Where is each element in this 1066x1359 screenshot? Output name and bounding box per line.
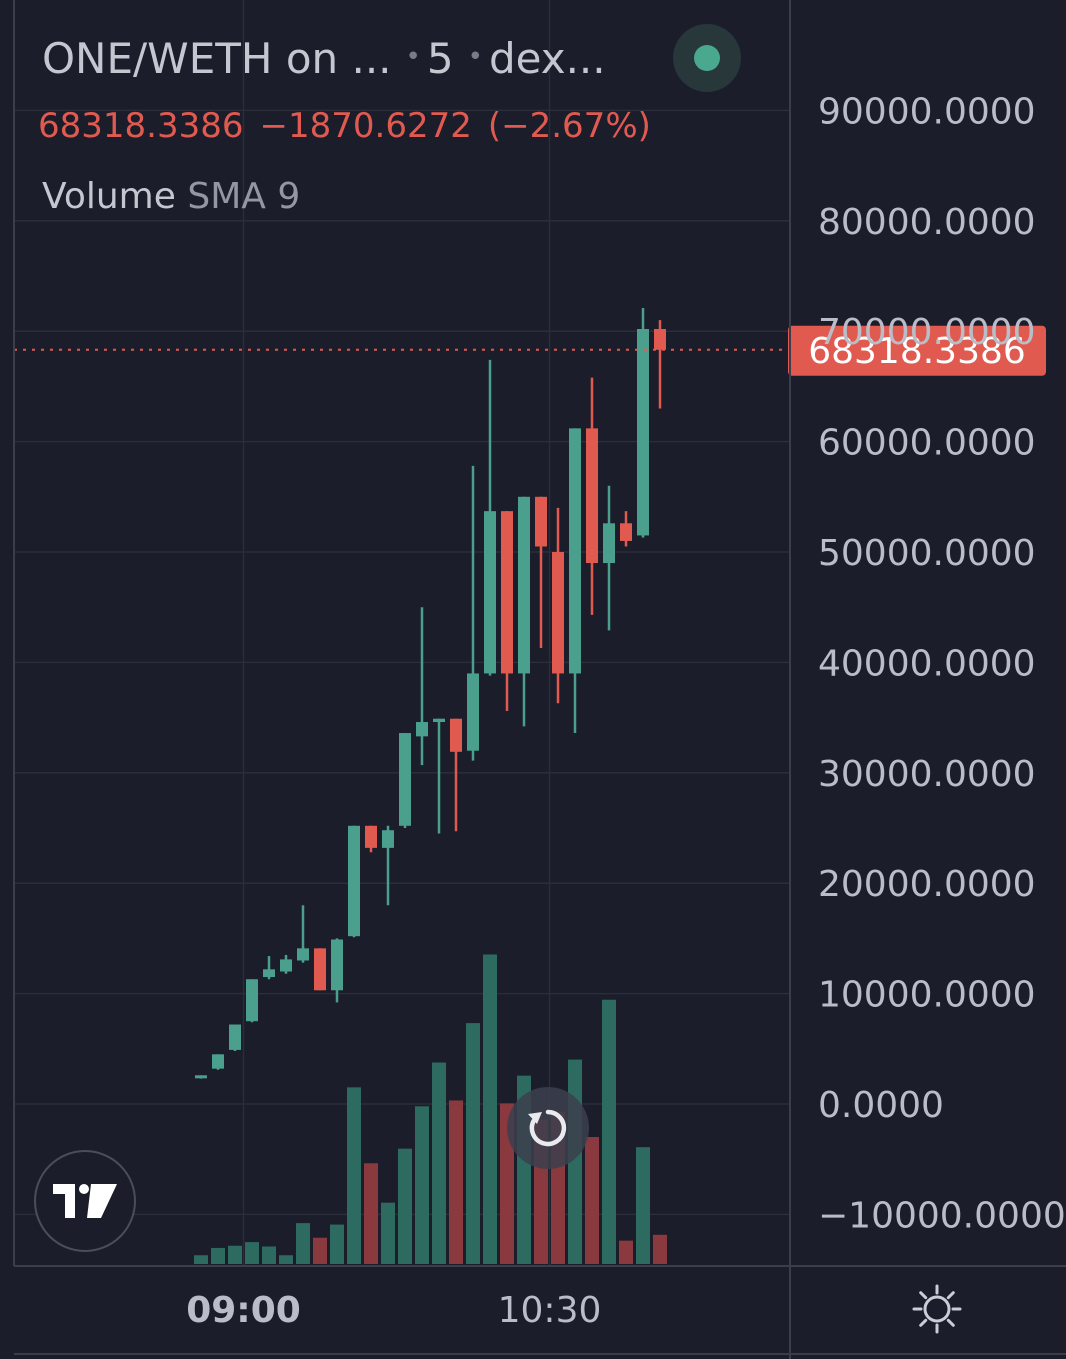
candle-body [280,959,292,972]
price-tick-label: 30000.0000 [818,754,1036,795]
volume-bar [296,1223,310,1264]
volume-bar [619,1240,633,1264]
volume-bar [602,999,616,1264]
volume-bar [364,1163,378,1264]
candle-body [569,428,581,674]
candle-body [518,496,530,674]
tradingview-logo[interactable] [34,1150,136,1252]
volume-legend[interactable]: Volume SMA 9 [42,176,300,217]
price-change: −1870.6272 [259,106,472,146]
tradingview-logo-icon [53,1184,117,1218]
price-tick-label: −10000.0000 [818,1195,1066,1236]
volume-bar [449,1100,463,1264]
candle-body [637,328,649,536]
last-price-tag [788,325,1046,376]
volume-bar [313,1237,327,1264]
price-tick-label: 60000.0000 [818,423,1036,464]
candle-body [552,552,564,674]
volume-label: Volume [42,176,176,217]
candle-body [212,1054,224,1069]
last-price-tag-label: 68318.3386 [808,331,1026,372]
candle-body [603,523,615,564]
candle-body [314,948,326,991]
candle-body [399,733,411,826]
volume-bars [194,954,667,1264]
candle-body [229,1024,241,1050]
volume-bar [347,1087,361,1264]
price-tick-label: 0.0000 [818,1085,944,1126]
source-label: dex... [488,34,606,83]
axes: 90000.0000 80000.0000 70000.0000 60000.0000… [13,0,1066,1359]
candle-body [484,511,496,674]
live-status-indicator[interactable] [673,24,741,92]
settings-icon[interactable] [912,1284,962,1334]
reset-chart-button[interactable] [507,1087,589,1169]
candle-body [365,825,377,848]
volume-bar [432,1062,446,1264]
price-tick-label: 80000.0000 [818,202,1036,243]
volume-bar [330,1224,344,1264]
price-tick-label: 50000.0000 [818,533,1036,574]
volume-bar [194,1255,208,1264]
candle-body [467,673,479,751]
candle-body [195,1075,207,1079]
last-price-line: 68318.3386 [14,325,1046,376]
volume-bar [653,1234,667,1264]
candle-body [654,328,666,350]
candle-body [535,496,547,547]
volume-bar [636,1147,650,1264]
candle-body [263,969,275,978]
candle-body [416,722,428,737]
price-tick-label: 70000.0000 [818,312,1036,353]
price-tick-label: 10000.0000 [818,975,1036,1016]
time-tick-label: 09:00 [186,1290,301,1331]
candle-body [348,825,360,937]
price-summary: 68318.3386 −1870.6272 (−2.67%) [38,106,667,146]
candle-body [246,979,258,1022]
volume-bar [415,1106,429,1264]
candle-body [586,428,598,564]
volume-bar [262,1246,276,1264]
interval-label: 5 [426,34,454,83]
price-tick-label: 40000.0000 [818,643,1036,684]
candle-body [297,948,309,961]
volume-indicator: SMA 9 [187,176,301,217]
candle-body [450,718,462,752]
time-tick-label: 10:30 [498,1290,602,1331]
volume-bar [466,1023,480,1264]
volume-bar [228,1245,242,1264]
candle-body [331,939,343,991]
candle-body [620,523,632,541]
volume-bar [279,1255,293,1264]
reset-icon [528,1109,567,1147]
grid-lines [14,0,790,1266]
last-price: 68318.3386 [38,106,244,146]
volume-bar [245,1242,259,1264]
candle-body [501,511,513,674]
chart-title[interactable]: ONE/WETH on ... • 5 • dex... [42,34,606,83]
volume-bar [483,954,497,1264]
candle-body [382,830,394,848]
price-tick-label: 90000.0000 [818,91,1036,132]
candle-body [433,718,445,723]
candlesticks [195,308,666,1079]
price-tick-label: 20000.0000 [818,864,1036,905]
volume-bar [211,1247,225,1264]
pair-name: ONE/WETH on ... [42,34,392,83]
volume-bar [381,1202,395,1264]
volume-bar [585,1136,599,1264]
price-change-percent: (−2.67%) [487,106,651,146]
volume-bar [398,1148,412,1264]
